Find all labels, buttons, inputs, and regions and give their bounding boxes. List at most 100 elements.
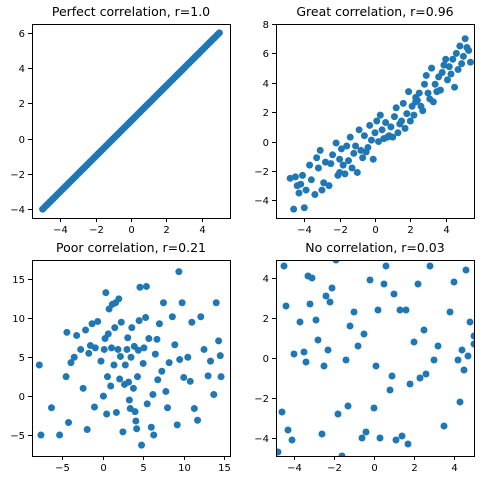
scatter-point [434, 342, 442, 350]
scatter-point [110, 361, 118, 369]
scatter-point [164, 404, 172, 412]
scatter-point [412, 98, 420, 106]
scatter-point [119, 428, 127, 436]
scatter-point [451, 83, 459, 91]
scatter-point [348, 164, 356, 172]
scatter-point [103, 373, 111, 381]
scatter-point [402, 306, 410, 314]
scatter-point [99, 392, 107, 400]
scatter-point [207, 357, 215, 365]
scatter-point [464, 352, 472, 360]
scatter-point [83, 426, 91, 434]
scatter-point [470, 340, 474, 348]
scatter-point [354, 342, 362, 350]
scatter-point [342, 356, 350, 364]
scatter-point [190, 405, 198, 413]
scatter-point [322, 292, 330, 300]
scatter-point [296, 318, 304, 326]
scatter-point [320, 362, 328, 370]
scatter-point [358, 434, 366, 442]
scatter-point [212, 299, 220, 307]
scatter-point [470, 332, 474, 340]
scatter-point [147, 423, 155, 431]
scatter-point [452, 49, 460, 57]
scatter-point [320, 179, 328, 187]
scatter-point [306, 300, 314, 308]
scatter-point [216, 352, 224, 360]
scatter-point [344, 157, 352, 165]
chart-title: Poor correlation, r=0.21 [56, 240, 206, 255]
scatter-point [406, 380, 414, 388]
scatter-point [382, 262, 390, 270]
y-tick-label: −4 [254, 434, 269, 445]
scatter-point [357, 146, 365, 154]
scatter-point [318, 186, 326, 194]
scatter-point [378, 126, 386, 134]
scatter-point [132, 417, 140, 425]
scatter-point [406, 117, 414, 125]
scatter-point [37, 431, 45, 439]
scatter-point [458, 346, 466, 354]
scatter-series [276, 260, 474, 456]
scatter-point [389, 133, 397, 141]
scatter-point [88, 320, 96, 328]
scatter-point [462, 266, 470, 274]
scatter-point [454, 356, 462, 364]
scatter-point [143, 400, 151, 408]
scatter-point [112, 408, 120, 416]
scatter-point [153, 335, 161, 343]
scatter-point [62, 373, 70, 381]
subplot-perfect-correlation: Perfect correlation, r=1.0 −4 −2 0 2 4 −4 −2 0 2 4… [10, 4, 231, 236]
scatter-point [67, 359, 75, 367]
scatter-point [168, 313, 176, 321]
scatter-point [165, 359, 173, 367]
scatter-point [313, 154, 321, 162]
x-tick-label: −2 [327, 463, 342, 474]
scatter-point [101, 335, 109, 343]
scatter-point [424, 89, 432, 97]
scatter-point [440, 422, 448, 430]
scatter-point [286, 174, 294, 182]
scatter-point [307, 176, 315, 184]
scatter-point [326, 298, 334, 306]
scatter-point [123, 345, 131, 353]
scatter-point [142, 282, 150, 290]
y-tick-label: −4 [10, 205, 25, 216]
scatter-point [302, 186, 310, 194]
y-tick-label: −5 [10, 431, 25, 442]
scatter-point [278, 408, 286, 416]
scatter-point [284, 426, 292, 434]
scatter-point [154, 376, 162, 384]
scatter-point [280, 262, 288, 270]
scatter-point [217, 373, 225, 381]
x-tick-label: 2 [163, 225, 169, 236]
scatter-point [376, 111, 384, 119]
scatter-point [394, 129, 402, 137]
scatter-series [286, 35, 474, 213]
scatter-point [414, 280, 422, 288]
scatter-point [466, 58, 474, 66]
scatter-point [436, 86, 444, 94]
scatter-point [390, 290, 398, 298]
y-tick-label: 8 [263, 20, 269, 31]
y-tick-label: 10 [12, 314, 25, 325]
scatter-point [369, 155, 377, 163]
scatter-point [176, 356, 184, 364]
x-tick-label: 2 [411, 463, 417, 474]
scatter-point [416, 374, 424, 382]
scatter-point [150, 431, 158, 439]
scatter-point [325, 182, 333, 190]
scatter-point [372, 362, 380, 370]
scatter-point [362, 428, 370, 436]
x-tick-label: 4 [451, 463, 457, 474]
scatter-point [159, 299, 167, 307]
scatter-series [35, 268, 225, 449]
scatter-point [399, 99, 407, 107]
scatter-point [366, 121, 374, 129]
scatter-point [454, 66, 462, 74]
scatter-point [290, 350, 298, 358]
scatter-point [450, 278, 458, 286]
scatter-point [127, 353, 135, 361]
x-tick-label: 0 [371, 463, 377, 474]
scatter-point [322, 158, 329, 166]
